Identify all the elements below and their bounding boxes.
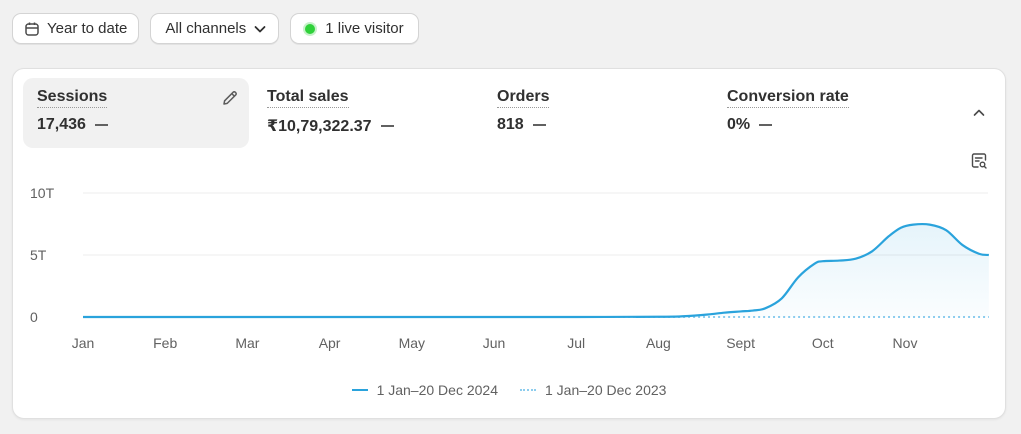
metric-total-sales[interactable]: Total sales ₹10,79,322.37 — [253, 78, 479, 148]
metric-sessions[interactable]: Sessions 17,436 — [23, 78, 249, 148]
legend-swatch-dotted — [520, 389, 536, 391]
sessions-chart: 0 5T 10T Jan Feb Mar Apr May Jun Jul Aug Sept Oct Nov — [30, 185, 989, 351]
chevron-down-icon — [253, 22, 267, 36]
metric-label: Sessions — [37, 88, 108, 108]
x-tick-label: May — [399, 335, 425, 351]
pencil-icon[interactable] — [221, 89, 239, 112]
series-line-current — [83, 222, 989, 319]
x-tick-label: Mar — [235, 335, 259, 351]
x-tick-label: Jan — [72, 335, 95, 351]
date-range-label: Year to date — [47, 20, 128, 37]
comparison-dash — [94, 124, 108, 126]
x-tick-label: Jun — [483, 335, 506, 351]
y-tick-label: 5T — [30, 247, 47, 263]
x-tick-label: Jul — [567, 335, 585, 351]
comparison-dash — [759, 124, 773, 126]
calendar-icon — [24, 21, 40, 37]
legend-item-current[interactable]: 1 Jan–20 Dec 2024 — [351, 382, 498, 398]
metric-value: 0% — [727, 116, 751, 133]
toolbar: Year to date All channels 1 live visitor — [12, 13, 419, 44]
metric-label: Total sales — [267, 88, 349, 108]
legend-label: 1 Jan–20 Dec 2024 — [376, 382, 498, 398]
legend-item-previous[interactable]: 1 Jan–20 Dec 2023 — [520, 382, 666, 398]
comparison-dash — [380, 125, 394, 127]
metric-label: Orders — [497, 88, 550, 108]
live-status-dot — [305, 23, 316, 34]
metric-conversion-rate[interactable]: Conversion rate 0% — [713, 78, 939, 148]
legend-swatch-solid — [351, 389, 368, 391]
x-tick-label: Aug — [646, 335, 671, 351]
chevron-up-icon[interactable] — [971, 105, 987, 126]
legend-label: 1 Jan–20 Dec 2023 — [545, 382, 667, 398]
metric-value: 818 — [497, 116, 524, 133]
x-tick-label: Apr — [319, 335, 341, 351]
metric-label: Conversion rate — [727, 88, 849, 108]
x-tick-label: Oct — [812, 335, 834, 351]
y-tick-label: 0 — [30, 309, 38, 325]
comparison-dash — [532, 124, 546, 126]
live-visitor-button[interactable]: 1 live visitor — [290, 13, 419, 44]
metric-value: 17,436 — [37, 116, 86, 133]
chart-legend: 1 Jan–20 Dec 2024 1 Jan–20 Dec 2023 — [13, 382, 1005, 398]
metric-value: ₹10,79,322.37 — [267, 118, 372, 135]
channels-label: All channels — [165, 20, 247, 37]
x-tick-label: Feb — [153, 335, 177, 351]
view-report-icon[interactable] — [970, 152, 988, 175]
analytics-card: Sessions 17,436 Total sales ₹10,79,322.3… — [12, 68, 1006, 419]
metric-orders[interactable]: Orders 818 — [483, 78, 709, 148]
date-range-button[interactable]: Year to date — [12, 13, 140, 44]
y-tick-label: 10T — [30, 185, 55, 201]
x-tick-label: Nov — [893, 335, 918, 351]
channels-dropdown[interactable]: All channels — [150, 13, 280, 44]
x-tick-label: Sept — [726, 335, 755, 351]
series-area-current — [83, 224, 989, 318]
live-visitor-label: 1 live visitor — [325, 20, 404, 37]
